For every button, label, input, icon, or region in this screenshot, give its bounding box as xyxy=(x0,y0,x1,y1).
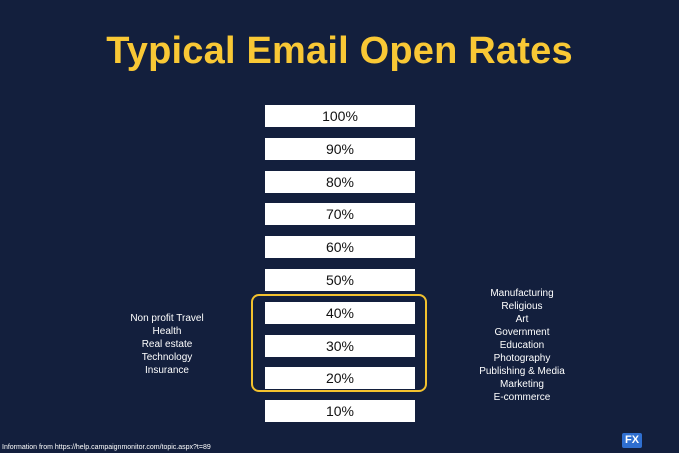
industry-item: Marketing xyxy=(500,379,544,390)
industry-item: Publishing & Media xyxy=(479,366,565,377)
rate-bar: 10% xyxy=(265,400,415,423)
industry-item: Education xyxy=(499,340,545,351)
industry-item: Art xyxy=(515,314,529,325)
rate-bar: 90% xyxy=(265,137,415,160)
industry-item: Health xyxy=(152,326,182,337)
rate-bar: 100% xyxy=(265,105,415,127)
chart-title: Typical Email Open Rates xyxy=(106,30,573,72)
rate-bar: 60% xyxy=(265,236,415,259)
rate-bar: 40% xyxy=(265,301,415,324)
rate-bar: 70% xyxy=(265,203,415,226)
left-industry-list: Non profit Travel Health Real estate Techno… xyxy=(102,312,232,377)
industry-item: E-commerce xyxy=(493,392,551,403)
brand-logo: FX xyxy=(622,433,643,448)
right-industry-list: Manufacturing Religious Art Government Educa… xyxy=(458,287,586,404)
rate-bar: 80% xyxy=(265,170,415,193)
industry-item: Government xyxy=(494,327,550,338)
rate-bar: 30% xyxy=(265,334,415,357)
industry-item: Religious xyxy=(501,301,543,312)
logo-fx: FX xyxy=(622,433,643,448)
industry-item: Real estate xyxy=(141,339,193,350)
industry-item: Insurance xyxy=(145,365,189,376)
highlight-frame xyxy=(251,294,427,392)
industry-item: Manufacturing xyxy=(490,288,554,299)
industry-item: Photography xyxy=(493,353,551,364)
source-note: Information from https://help.campaignmo… xyxy=(2,444,211,451)
industry-item: Non profit Travel xyxy=(130,313,204,324)
industry-item: Technology xyxy=(141,352,193,363)
rate-bar: 20% xyxy=(265,367,415,390)
rate-bar: 50% xyxy=(265,269,415,291)
